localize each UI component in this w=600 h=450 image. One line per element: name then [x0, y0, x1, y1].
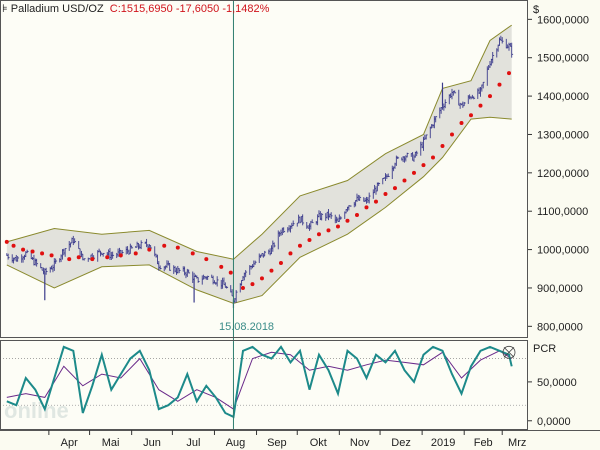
sar-dot	[11, 243, 16, 248]
sar-dot	[373, 199, 378, 204]
bollinger-band-fill	[6, 25, 512, 304]
price-y-tick-label: 900,0000	[537, 283, 583, 295]
price-y-tick-label: 1600,0000	[537, 14, 589, 26]
chart-header: ⊧ Palladium USD/OZ C:1515,6950 -17,6050 …	[2, 2, 269, 15]
sar-dot	[478, 103, 483, 108]
sar-dot	[204, 257, 209, 262]
sar-dot	[307, 237, 312, 242]
watermark-logo: online	[4, 398, 69, 423]
sar-dot	[297, 243, 302, 248]
month-label: Nov	[350, 437, 370, 449]
sar-dot	[30, 249, 35, 254]
sar-dot	[250, 282, 255, 287]
sar-dot	[190, 251, 195, 256]
sar-dot	[259, 276, 264, 281]
sar-dot	[335, 224, 340, 229]
pcr-panel-frame	[0, 340, 528, 430]
month-label: Okt	[310, 437, 327, 449]
sar-dot	[278, 261, 283, 266]
bollinger-upper-line	[6, 24, 512, 260]
sar-dot	[345, 218, 350, 223]
sar-dot	[228, 270, 233, 275]
sar-dot	[219, 264, 224, 269]
cursor-date-label: 15.08.2018	[219, 321, 275, 333]
month-label: 2019	[431, 437, 455, 449]
price-y-tick-label: 1500,0000	[537, 53, 589, 65]
month-label: Aug	[226, 437, 246, 449]
sar-dot	[421, 163, 426, 168]
bollinger-lower-line	[6, 116, 512, 304]
month-label: Apr	[61, 437, 78, 449]
sar-dot	[354, 213, 359, 218]
sar-dot	[449, 132, 454, 137]
sar-dot	[162, 243, 167, 248]
sar-dot	[487, 94, 492, 99]
sar-dot	[440, 143, 445, 148]
sar-dot	[49, 253, 54, 258]
sar-dot	[364, 205, 369, 210]
sar-dot	[383, 191, 388, 196]
sar-dot	[240, 285, 245, 290]
sar-dot	[468, 113, 473, 118]
month-label: Mrz	[508, 437, 526, 449]
parabolic-sar-dots	[4, 71, 511, 290]
instrument-name: Palladium USD/OZ	[10, 3, 104, 15]
price-y-tick-label: 1300,0000	[537, 129, 589, 141]
price-panel-frame	[0, 0, 528, 338]
month-label: Sep	[267, 437, 287, 449]
pcr-end-marker	[502, 345, 516, 359]
price-y-tick-label: 1000,0000	[537, 245, 589, 257]
month-label: Jun	[143, 437, 161, 449]
sar-dot	[269, 268, 274, 273]
sar-dot	[430, 155, 435, 160]
price-y-tick-label: 1200,0000	[537, 168, 589, 180]
sar-dot	[288, 251, 293, 256]
sar-dot	[411, 170, 416, 175]
pcr-axis-label: PCR	[533, 343, 557, 355]
last-values: C:1515,6950 -17,6050 -1,1482%	[109, 3, 270, 15]
instrument-icon: ⊧	[2, 3, 8, 15]
sar-dot	[326, 228, 331, 233]
sar-dot	[459, 120, 464, 125]
sar-dot	[90, 257, 95, 262]
sar-dot	[402, 178, 407, 183]
sar-dot	[76, 255, 81, 260]
month-label: Jul	[186, 437, 200, 449]
sar-dot	[392, 186, 397, 191]
month-label: Dez	[391, 437, 411, 449]
sar-dot	[133, 251, 138, 256]
pcr-y-tick-label: 50,0000	[537, 377, 577, 389]
month-label: Feb	[474, 437, 493, 449]
price-candles	[6, 35, 514, 308]
sar-dot	[4, 239, 9, 244]
sar-dot	[118, 253, 123, 258]
price-y-tick-label: 800,0000	[537, 321, 583, 333]
pcr-end-cross	[503, 347, 515, 358]
pcr-y-tick-label: 0,0000	[537, 416, 571, 428]
sar-dot	[316, 232, 321, 237]
sar-dot	[497, 82, 502, 87]
sar-dot	[147, 247, 152, 252]
sar-dot	[105, 255, 110, 260]
pcr-main-line	[6, 345, 513, 419]
price-y-tick-label: 1100,0000	[537, 206, 588, 218]
sar-dot	[21, 247, 26, 252]
sar-dot	[40, 251, 45, 256]
sar-dot	[506, 71, 511, 76]
month-label: Mai	[102, 437, 120, 449]
price-y-tick-label: 1400,0000	[537, 91, 589, 103]
sar-dot	[67, 257, 72, 262]
price-axis-unit: $	[533, 4, 540, 16]
sar-dot	[175, 245, 180, 250]
